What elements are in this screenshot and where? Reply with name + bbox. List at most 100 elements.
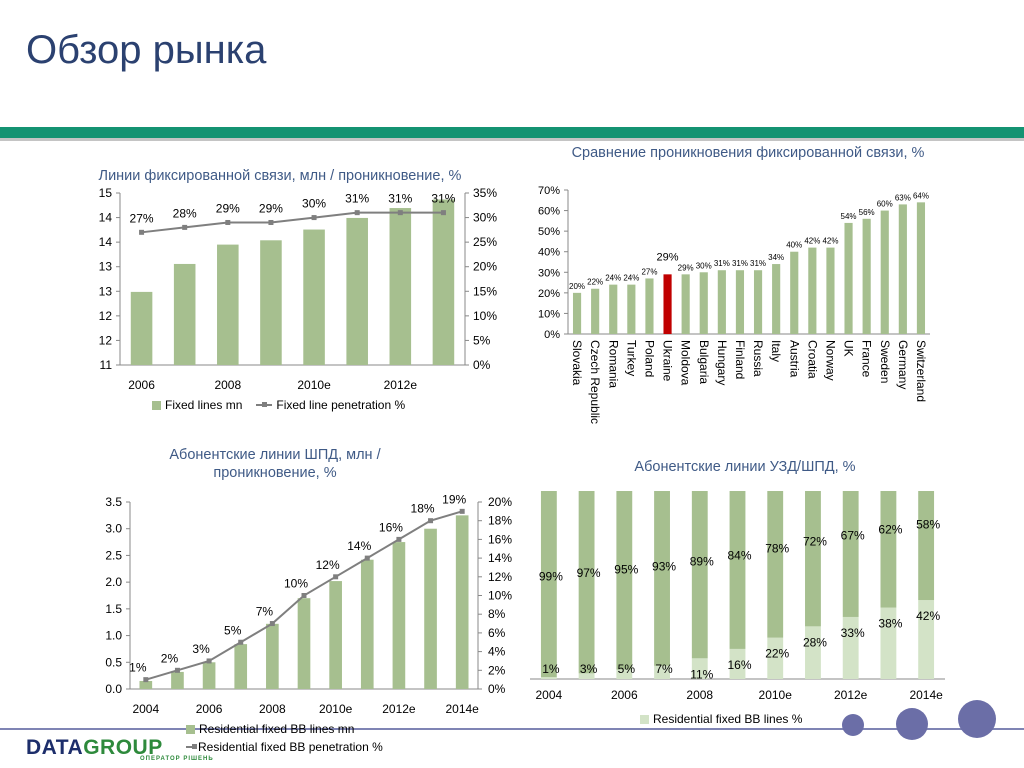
- chart1-penetration-label: 29%: [216, 201, 240, 215]
- chart4-svg: 1% 99% 3% 97% 5% 95% 7% 93% 11% 89% 16% 84% 22% 78% 28…: [530, 491, 945, 702]
- chart3-y2-tick-label: 8%: [488, 607, 506, 621]
- header-stripe-grey: [0, 138, 1024, 141]
- chart1-y2-tick-label: 0%: [473, 358, 491, 372]
- chart1-penetration-point: [268, 219, 274, 225]
- legend-penetration: Fixed line penetration %: [276, 398, 406, 412]
- chart4-light-label: 1%: [542, 662, 560, 676]
- chart1-y-tick-label: 11: [100, 358, 113, 372]
- chart3-y-tick-label: 3.0: [105, 522, 122, 536]
- chart3-bar: [202, 662, 216, 689]
- chart4-dark-label: 84%: [727, 548, 751, 562]
- legend-bar-swatch: [152, 400, 161, 410]
- chart1-x-tick-label: 2006: [128, 378, 155, 392]
- chart1-y-tick-label: 13: [99, 260, 113, 274]
- chart3-x-tick-label: 2010e: [319, 702, 353, 716]
- chart4-bar-dark: [578, 491, 595, 674]
- chart2-x-tick-label: UK: [842, 340, 856, 357]
- chart2-svg: 0% 10% 20% 30% 40% 50% 60% 70% 20% Slovakia 22% Cze…: [538, 185, 930, 424]
- chart2-x-tick-label: Norway: [823, 340, 837, 381]
- decor-circle-small: [842, 714, 864, 736]
- chart4-x-tick-label: 2010e: [759, 688, 793, 702]
- footer-line: [0, 728, 1024, 730]
- chart2-value-label: 63%: [895, 193, 911, 202]
- chart1-bar: [346, 217, 368, 365]
- chart4-bar-dark: [729, 491, 746, 649]
- chart3-y2-tick-label: 14%: [488, 551, 512, 565]
- chart3-penetration-label: 12%: [316, 558, 340, 572]
- chart3-penetration-point: [301, 593, 307, 598]
- chart2-bar: [790, 251, 799, 334]
- chart2-value-label: 64%: [913, 191, 929, 200]
- chart4-bar-dark: [654, 491, 670, 666]
- chart1-y2-tick-label: 10%: [473, 309, 497, 323]
- chart1-bar: [432, 199, 455, 365]
- chart2-bar: [862, 218, 871, 334]
- chart1-y2-tick-label: 15%: [473, 284, 497, 298]
- chart2-y-tick-label: 70%: [538, 185, 560, 197]
- decor-circle-large: [958, 700, 996, 738]
- chart4-bar-light: [616, 669, 633, 679]
- chart4-dark-label: 58%: [916, 517, 940, 531]
- chart2-x-tick-label: Bulgaria: [697, 340, 711, 384]
- chart2-x-tick-label: Moldova: [679, 340, 693, 386]
- chart1-y-tick-label: 13: [99, 284, 113, 298]
- chart3-penetration-point: [206, 658, 212, 664]
- chart1-penetration-label: 31%: [388, 192, 412, 206]
- chart2-x-tick-label: Romania: [606, 340, 620, 388]
- chart3-penetration-point: [238, 639, 244, 645]
- chart2-value-label: 60%: [877, 200, 893, 209]
- chart2-x-tick-label: Slovakia: [570, 340, 584, 386]
- chart2-x-tick-label: Switzerland: [914, 340, 928, 402]
- chart3-title: Абонентские линии ШПД, млн / проникновен…: [169, 447, 381, 481]
- chart4-bar-dark: [880, 491, 897, 608]
- chart2-value-label: 54%: [841, 212, 857, 221]
- chart3-y2-tick-label: 2%: [488, 663, 506, 677]
- chart4-bar-light: [729, 648, 746, 679]
- chart2-y-tick-label: 0%: [544, 329, 560, 341]
- chart2-x-tick-label: Russia: [751, 340, 765, 377]
- legend-uzd-swatch: [640, 714, 649, 724]
- chart1-bar: [173, 263, 196, 365]
- chart3-bar: [139, 680, 153, 689]
- chart3-penetration-label: 5%: [224, 623, 242, 637]
- chart2-title: Сравнение проникновения фиксированной св…: [571, 145, 925, 161]
- chart2-x-tick-label: Ukraine: [661, 340, 675, 382]
- chart2-bar: [826, 247, 835, 334]
- chart4-bar-light: [842, 616, 859, 679]
- chart2-y-tick-label: 30%: [538, 267, 560, 279]
- chart3-y-tick-label: 2.5: [105, 548, 122, 562]
- chart4-light-label: 5%: [618, 662, 636, 676]
- chart4-light-label: 3%: [580, 662, 598, 676]
- chart2-x-tick-label: France: [860, 340, 874, 378]
- chart2-y-tick-label: 40%: [538, 247, 560, 259]
- chart4-light-label: 7%: [655, 662, 673, 676]
- chart1-x-tick-label: 2012e: [384, 378, 418, 392]
- chart1-penetration-line: [141, 211, 444, 234]
- chart1-y2-tick-label: 5%: [473, 333, 491, 347]
- logo-part-group: GROUP: [83, 736, 163, 759]
- legend-bb-lines: Residential fixed BB lines mn: [199, 722, 355, 736]
- chart1-y2-tick-label: 35%: [473, 186, 497, 200]
- chart2-y-tick-label: 60%: [538, 206, 560, 218]
- chart2-x-tick-label: Croatia: [805, 340, 819, 379]
- chart4-bar-dark: [767, 491, 784, 638]
- chart1-x-tick-label: 2008: [214, 378, 241, 392]
- chart2-value-label: 24%: [605, 274, 621, 283]
- legend-uzd-label: Residential fixed BB lines %: [653, 712, 803, 726]
- chart2-x-tick-label: Sweden: [878, 340, 892, 383]
- chart4-x-tick-label: 2012e: [834, 688, 868, 702]
- chart2-bar: [717, 270, 726, 334]
- chart3-y-tick-label: 3.5: [105, 495, 122, 509]
- chart2-x-tick-label: Germany: [896, 340, 910, 389]
- chart3-y2-tick-label: 0%: [488, 682, 506, 696]
- chart3-svg: 0.0 0.5 1.0 1.5 2.0 2.5 3.0 3.5 0% 2% 4% 6% 8% 10% 12%…: [105, 494, 512, 716]
- legend-bb-line-swatch: [186, 744, 197, 749]
- chart2-bar: [753, 270, 763, 334]
- chart3-legend-line: Residential fixed BB penetration %: [186, 740, 383, 754]
- chart3-bar: [171, 671, 184, 689]
- chart4-x-tick-label: 2008: [686, 688, 713, 702]
- chart4-bar-dark: [540, 491, 557, 678]
- chart4-light-label: 11%: [690, 667, 713, 681]
- chart3-bar: [360, 559, 374, 689]
- chart3-y-tick-label: 0.5: [105, 655, 122, 669]
